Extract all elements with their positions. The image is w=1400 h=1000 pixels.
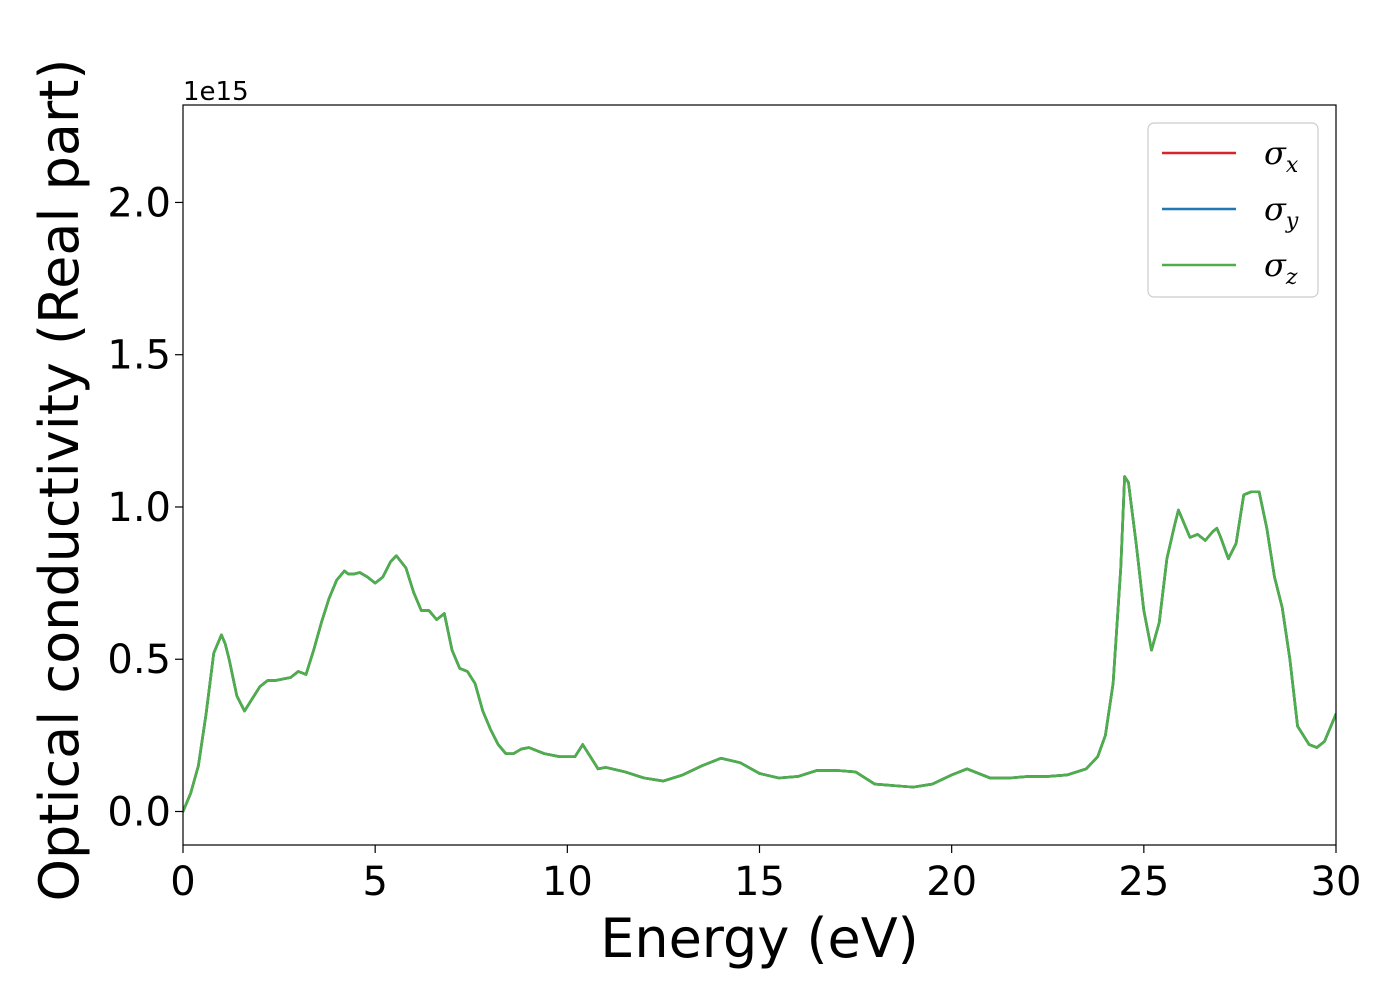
legend-subscript: y [1285, 209, 1299, 234]
legend-subscript: z [1285, 265, 1298, 290]
x-tick-label: 5 [362, 859, 387, 905]
x-tick-label: 0 [170, 859, 195, 905]
x-tick-label: 30 [1311, 859, 1362, 905]
legend-symbol: σ [1264, 134, 1287, 172]
x-axis-title: Energy (eV) [600, 907, 919, 970]
series-line-y [183, 475, 1336, 813]
y-tick-label: 2.0 [107, 180, 171, 226]
series-line-x [183, 475, 1336, 813]
legend-label-z: σz [1264, 246, 1298, 290]
y-tick-label: 1.0 [107, 485, 171, 531]
y-tick-label: 0.0 [107, 790, 171, 836]
legend-subscript: x [1286, 153, 1299, 178]
y-tick-label: 1.5 [107, 333, 171, 379]
x-tick-label: 10 [542, 859, 593, 905]
x-axis-ticks: 0 5 10 15 20 25 30 [170, 845, 1361, 905]
legend-symbol: σ [1264, 190, 1287, 228]
y-axis-ticks: 0.0 0.5 1.0 1.5 2.0 [107, 180, 183, 836]
legend-symbol: σ [1264, 246, 1287, 284]
y-axis-offset-label: 1e15 [183, 77, 249, 107]
y-tick-label: 0.5 [107, 637, 171, 683]
legend-label-x: σx [1264, 134, 1299, 178]
x-tick-label: 20 [926, 859, 977, 905]
y-axis-title: Optical conductivity (Real part) [28, 59, 91, 902]
legend-label-y: σy [1264, 190, 1299, 234]
series-line-z [183, 475, 1336, 813]
x-tick-label: 15 [734, 859, 785, 905]
series-layer [183, 475, 1336, 813]
x-tick-label: 25 [1118, 859, 1169, 905]
